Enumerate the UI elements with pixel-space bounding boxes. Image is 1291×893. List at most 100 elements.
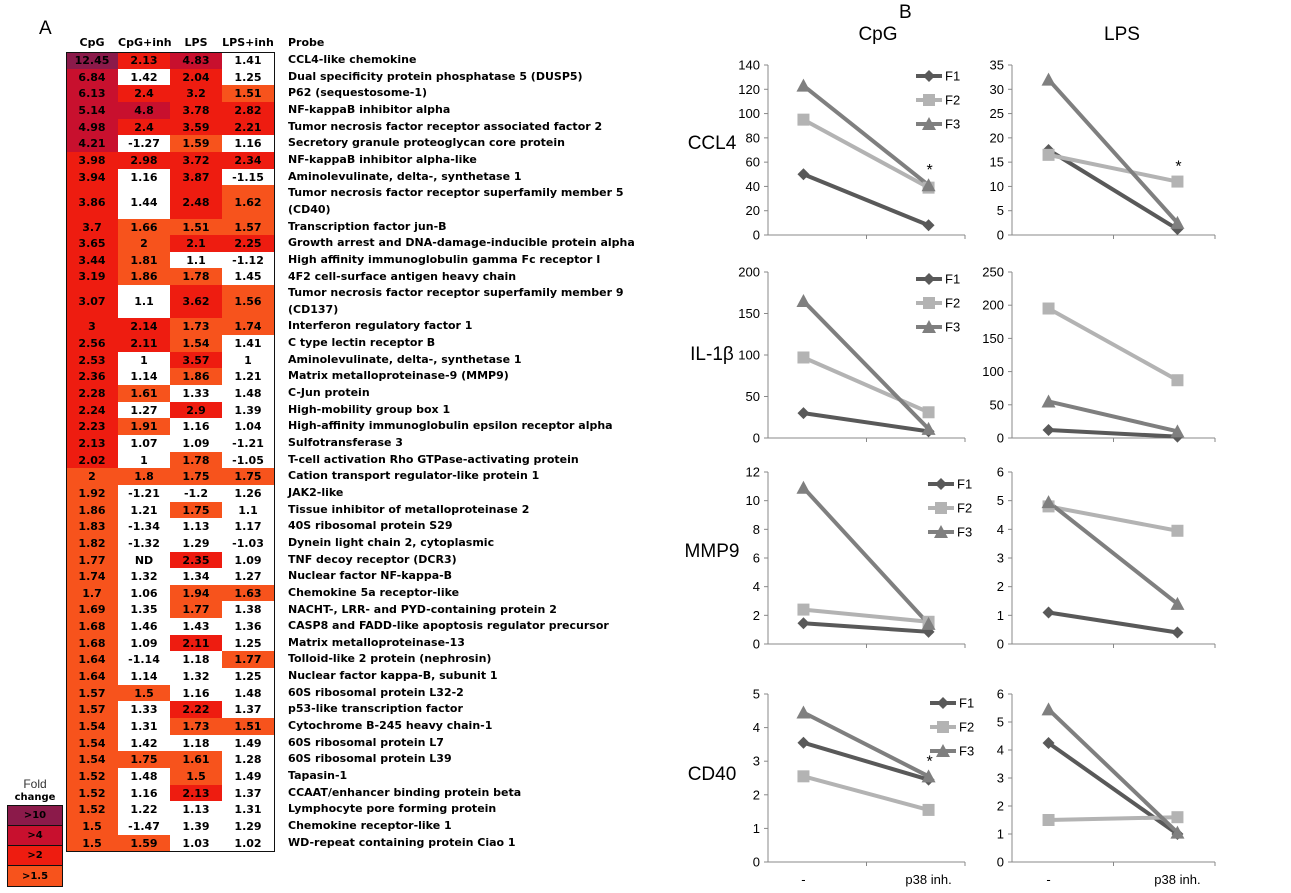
heatmap-cell: 1.75 bbox=[222, 468, 274, 486]
heatmap-cell: 1.5 bbox=[66, 817, 118, 835]
data-point bbox=[1170, 596, 1185, 610]
probe-label: Dual specificity protein phosphatase 5 (… bbox=[288, 69, 583, 83]
probe-label: Tumor necrosis factor receptor associate… bbox=[288, 119, 603, 133]
heatmap-cell: 2.48 bbox=[170, 185, 222, 219]
column-title-cpg: CpG bbox=[858, 24, 897, 45]
heatmap-cell: 2.1 bbox=[170, 235, 222, 253]
series-line bbox=[1048, 399, 1178, 434]
heatmap-cell: 1.16 bbox=[118, 168, 170, 186]
heatmap-cell: 1.35 bbox=[118, 601, 170, 619]
heatmap-cell: 1.75 bbox=[170, 468, 222, 486]
heatmap-cell: 1.86 bbox=[66, 501, 118, 519]
data-point bbox=[1042, 424, 1055, 437]
heatmap-cell: 1.64 bbox=[66, 651, 118, 669]
heatmap-cell: 1.39 bbox=[170, 817, 222, 835]
heatmap-cell: 1.36 bbox=[222, 618, 274, 636]
heatmap-cell: 1.74 bbox=[222, 318, 274, 336]
heatmap-cell: 1.77 bbox=[66, 551, 118, 569]
data-point bbox=[922, 219, 935, 232]
probe-label: 60S ribosomal protein L39 bbox=[288, 752, 452, 766]
heatmap-cell: 1.1 bbox=[118, 285, 170, 319]
heatmap-cell: 1.39 bbox=[222, 401, 274, 419]
column-header-2: LPS bbox=[184, 36, 208, 49]
data-point bbox=[1170, 215, 1185, 229]
legend-marker bbox=[923, 94, 935, 106]
column-header-3: LPS+inh bbox=[222, 36, 274, 49]
probe-label: Aminolevulinate, delta-, synthetase 1 bbox=[288, 169, 522, 183]
data-point bbox=[1042, 737, 1055, 749]
heatmap-cell: 3.57 bbox=[170, 351, 222, 369]
heatmap-cell: -1.03 bbox=[222, 534, 274, 552]
data-point bbox=[921, 769, 936, 783]
data-point bbox=[796, 294, 811, 308]
y-tick-label: 10 bbox=[990, 179, 1004, 194]
panel-b-label: B bbox=[899, 2, 912, 23]
legend-label: F3 bbox=[945, 320, 960, 335]
probe-column-header: Probe bbox=[288, 36, 325, 49]
y-tick-label: 4 bbox=[753, 579, 760, 594]
heatmap-cell: 1.74 bbox=[66, 568, 118, 586]
heatmap-cell: 1.48 bbox=[118, 767, 170, 785]
heatmap-cell: 3.2 bbox=[170, 85, 222, 103]
heatmap-cell: 1.33 bbox=[170, 385, 222, 403]
y-tick-label: 1 bbox=[997, 827, 1004, 842]
heatmap-cell: -1.32 bbox=[118, 534, 170, 552]
row-label-mmp9: MMP9 bbox=[685, 541, 740, 562]
heatmap-cell: 1.51 bbox=[170, 218, 222, 236]
y-tick-label: 100 bbox=[738, 106, 760, 121]
probe-label: Tumor necrosis factor receptor superfami… bbox=[288, 286, 624, 316]
series-line bbox=[1047, 707, 1179, 835]
data-point bbox=[796, 480, 811, 494]
heatmap-cell: 1.54 bbox=[170, 335, 222, 353]
y-tick-label: 20 bbox=[990, 130, 1004, 145]
heatmap-cell: 1.52 bbox=[66, 784, 118, 802]
heatmap-cell: 4.21 bbox=[66, 135, 118, 153]
data-point bbox=[1041, 495, 1056, 509]
heatmap-cell: -1.05 bbox=[222, 451, 274, 469]
y-tick-label: 50 bbox=[990, 397, 1004, 412]
heatmap-cell: 1.44 bbox=[118, 185, 170, 219]
heatmap-cell: 1.61 bbox=[118, 385, 170, 403]
data-point bbox=[1042, 148, 1055, 161]
probe-label: TNF decoy receptor (DCR3) bbox=[288, 552, 457, 566]
y-tick-label: 0 bbox=[997, 855, 1004, 870]
heatmap-cell: 1.52 bbox=[66, 801, 118, 819]
heatmap-cell: 1.73 bbox=[170, 718, 222, 736]
data-point bbox=[1041, 702, 1056, 716]
probe-label: 60S ribosomal protein L7 bbox=[288, 735, 444, 749]
heatmap-cell: 1.59 bbox=[118, 834, 170, 852]
data-point bbox=[1171, 175, 1184, 188]
heatmap-cell: 3.44 bbox=[66, 251, 118, 269]
heatmap-cell: 2.4 bbox=[118, 118, 170, 136]
heatmap-cell: 1.31 bbox=[222, 801, 274, 819]
row-label-ccl4: CCL4 bbox=[688, 133, 737, 154]
heatmap-cell: 2.02 bbox=[66, 451, 118, 469]
heatmap-cell: 1.29 bbox=[222, 817, 274, 835]
legend-marker bbox=[923, 297, 935, 309]
y-tick-label: 2 bbox=[753, 787, 760, 802]
probe-label: NACHT-, LRR- and PYD-containing protein … bbox=[288, 602, 557, 616]
legend-marker bbox=[923, 70, 935, 82]
data-point bbox=[1042, 302, 1055, 315]
heatmap-cell: -1.2 bbox=[170, 484, 222, 502]
probe-label: CCL4-like chemokine bbox=[288, 53, 417, 67]
y-tick-label: 5 bbox=[997, 493, 1004, 508]
heatmap-cell: 3.65 bbox=[66, 235, 118, 253]
heatmap-cell: 3.19 bbox=[66, 268, 118, 286]
heatmap-cell: 1.63 bbox=[222, 584, 274, 602]
heatmap-cell: 2 bbox=[118, 235, 170, 253]
heatmap-cell: 2.53 bbox=[66, 351, 118, 369]
legend-label: F3 bbox=[957, 525, 972, 540]
heatmap-cell: -1.12 bbox=[222, 251, 274, 269]
y-tick-label: 80 bbox=[746, 130, 760, 145]
heatmap-cell: 2.34 bbox=[222, 151, 274, 169]
heatmap-cell: 3.72 bbox=[170, 151, 222, 169]
heatmap-cell: 1.54 bbox=[66, 751, 118, 769]
probe-label: C type lectin receptor B bbox=[288, 336, 436, 350]
series-line bbox=[1048, 815, 1178, 822]
probe-label: Tapasin-1 bbox=[288, 769, 348, 782]
heatmap-cell: 2.11 bbox=[118, 335, 170, 353]
data-point bbox=[1041, 394, 1056, 408]
legend-marker bbox=[922, 117, 936, 130]
